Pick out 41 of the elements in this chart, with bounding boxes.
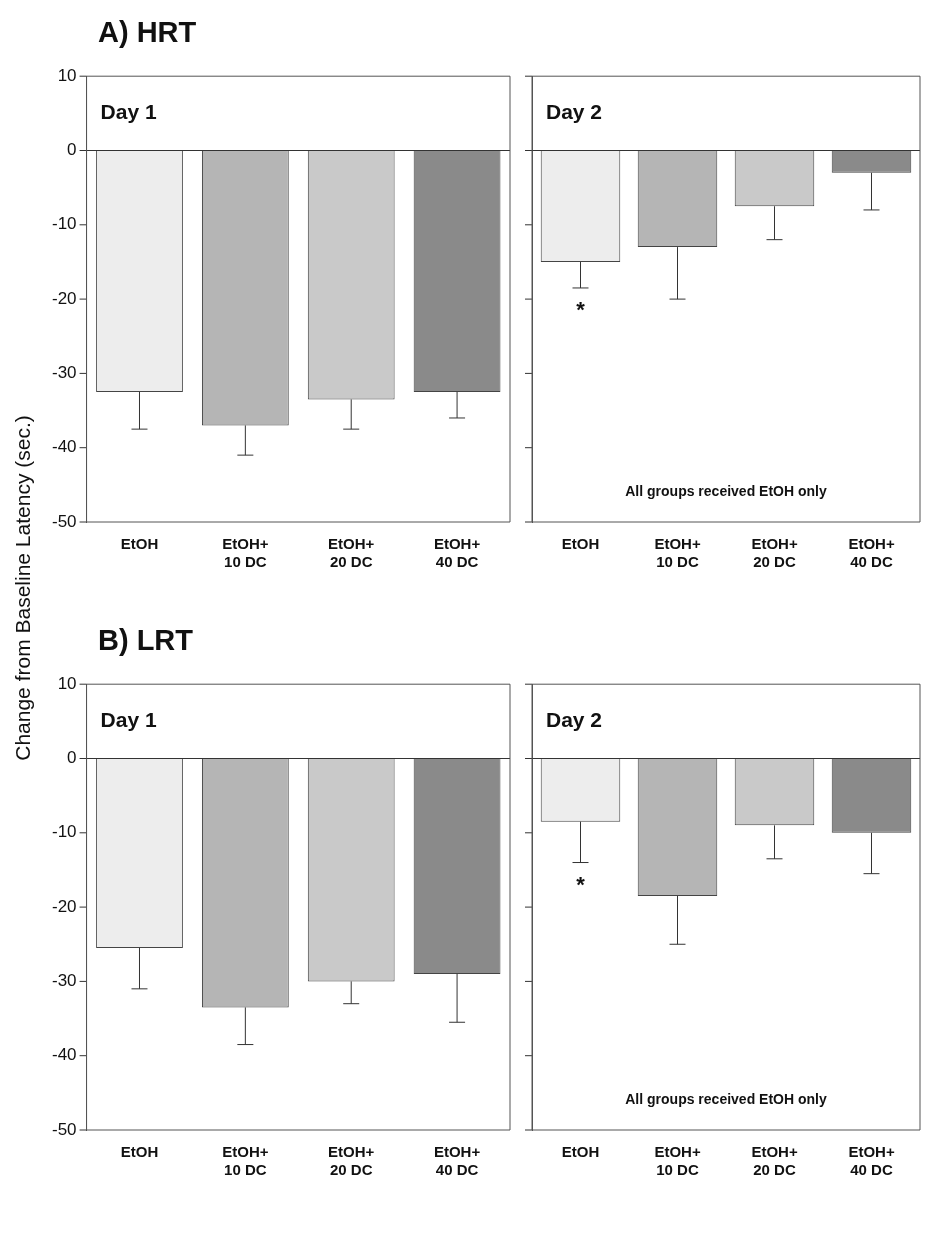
annotation: All groups received EtOH only — [625, 483, 827, 500]
y-tick-label: -40 — [51, 437, 77, 457]
annotation: Day 2 — [546, 100, 603, 124]
x-tick-label: EtOH+ 40 DC — [848, 1143, 895, 1179]
y-tick-label: -50 — [51, 511, 77, 531]
y-tick-label: -10 — [51, 822, 77, 842]
x-tick-label: EtOH+ 10 DC — [654, 1143, 701, 1179]
y-tick-label: -30 — [51, 363, 77, 383]
x-tick-label: EtOH+ 20 DC — [328, 1143, 375, 1179]
annotation: Day 2 — [546, 708, 603, 732]
y-tick-label: 0 — [67, 140, 77, 160]
y-tick-label: -20 — [51, 288, 77, 308]
y-tick-label: -40 — [51, 1045, 77, 1065]
chart-title: A) HRT — [97, 15, 198, 50]
x-tick-label: EtOH+ 20 DC — [751, 1143, 798, 1179]
x-tick-label: EtOH+ 40 DC — [433, 535, 481, 571]
y-tick-label: 0 — [67, 748, 77, 768]
y-axis-title: Change from Baseline Latency (sec.) — [11, 415, 35, 761]
annotation: Day 1 — [100, 100, 157, 124]
x-tick-label: EtOH+ 10 DC — [222, 535, 269, 571]
x-tick-label: EtOH+ 20 DC — [751, 535, 798, 571]
x-tick-label: EtOH+ 40 DC — [433, 1143, 481, 1179]
x-tick-label: EtOH — [120, 1143, 159, 1161]
chart-title: B) LRT — [97, 623, 195, 658]
y-tick-label: 10 — [57, 673, 77, 693]
annotation: * — [576, 297, 586, 323]
annotation: All groups received EtOH only — [625, 1091, 827, 1108]
y-tick-label: -50 — [51, 1119, 77, 1139]
x-tick-label: EtOH+ 40 DC — [848, 535, 895, 571]
x-tick-label: EtOH — [561, 1143, 600, 1161]
x-tick-label: EtOH+ 10 DC — [654, 535, 701, 571]
y-tick-label: -20 — [51, 896, 77, 916]
y-tick-label: 10 — [57, 65, 77, 85]
x-tick-label: EtOH+ 20 DC — [328, 535, 375, 571]
x-tick-label: EtOH+ 10 DC — [222, 1143, 269, 1179]
annotation: Day 1 — [100, 708, 157, 732]
x-tick-label: EtOH — [561, 535, 600, 553]
x-tick-label: EtOH — [120, 535, 159, 553]
annotation: * — [576, 871, 586, 897]
y-tick-label: -30 — [51, 971, 77, 991]
y-tick-label: -10 — [51, 214, 77, 234]
